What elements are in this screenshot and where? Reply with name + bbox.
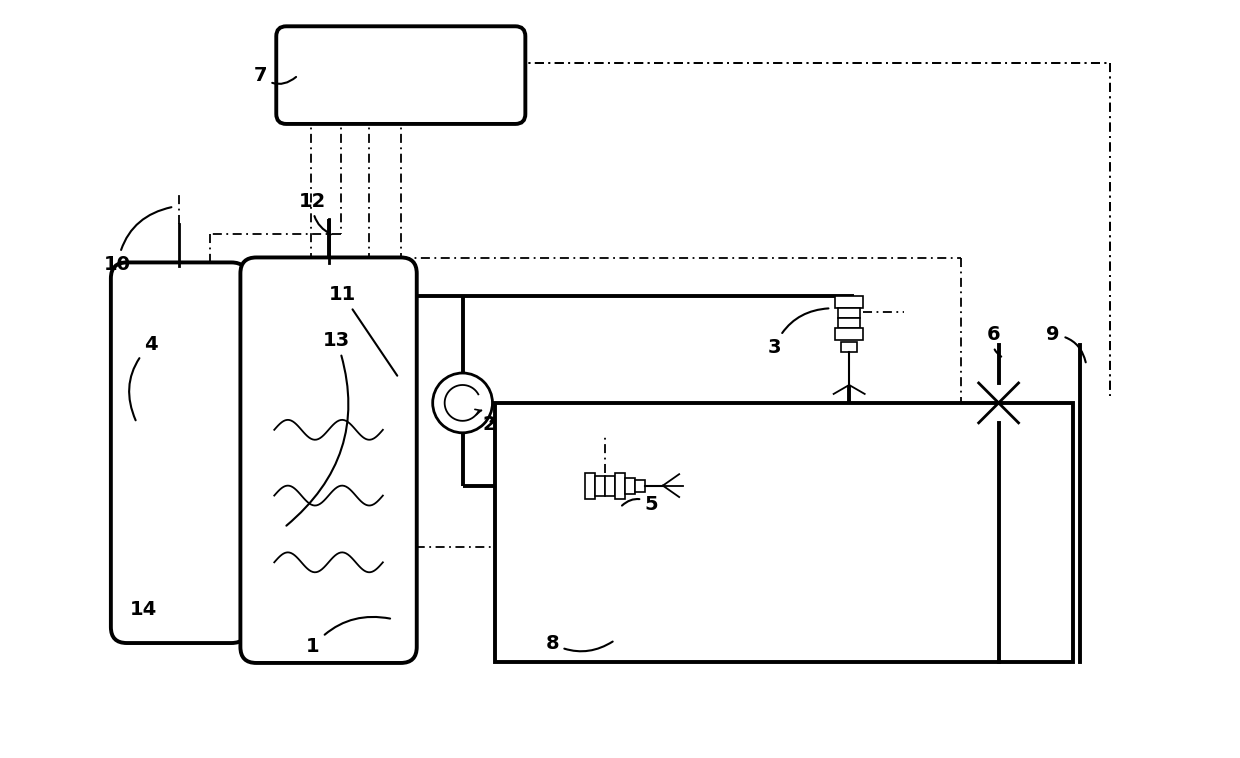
Text: 13: 13: [286, 331, 350, 526]
Text: 12: 12: [299, 192, 331, 234]
FancyBboxPatch shape: [277, 27, 526, 124]
Bar: [836, 296, 863, 309]
Bar: [605, 475, 615, 496]
Text: 4: 4: [129, 335, 157, 420]
Bar: [838, 318, 861, 328]
Bar: [496, 403, 1074, 662]
Text: 1: 1: [306, 617, 391, 656]
Bar: [585, 473, 595, 499]
Bar: [595, 475, 605, 496]
Text: 14: 14: [130, 600, 157, 619]
Bar: [836, 328, 863, 340]
Text: 6: 6: [987, 325, 1001, 356]
Bar: [615, 473, 625, 499]
Circle shape: [433, 373, 492, 433]
Text: 5: 5: [622, 494, 658, 513]
Bar: [625, 478, 635, 493]
Bar: [841, 342, 857, 352]
Bar: [635, 480, 645, 492]
Text: 11: 11: [329, 285, 397, 376]
Text: 7: 7: [253, 66, 296, 85]
Text: 8: 8: [546, 634, 613, 653]
Text: 2: 2: [482, 415, 496, 434]
Text: 3: 3: [768, 309, 828, 357]
Bar: [838, 309, 861, 318]
FancyBboxPatch shape: [241, 258, 417, 663]
Text: 9: 9: [1047, 325, 1086, 362]
Text: 10: 10: [104, 207, 171, 274]
FancyBboxPatch shape: [110, 262, 247, 643]
